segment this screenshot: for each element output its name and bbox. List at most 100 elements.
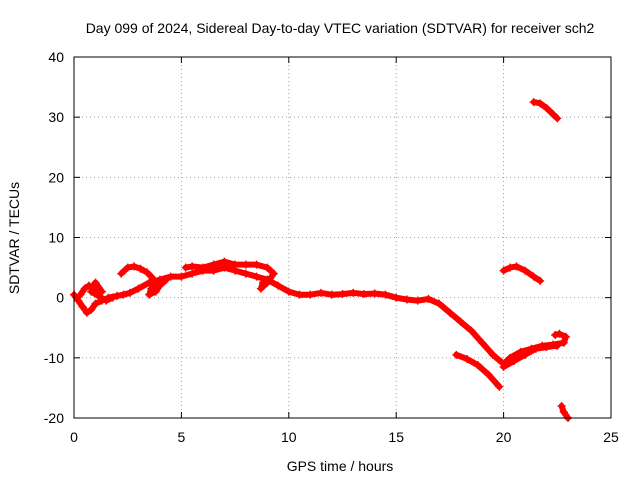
series-trace <box>453 351 503 390</box>
data-point <box>413 296 422 305</box>
data-point <box>327 290 336 299</box>
x-tick-label: 15 <box>388 429 404 445</box>
data-point <box>76 290 85 299</box>
data-point <box>551 330 560 339</box>
data-point <box>506 263 515 272</box>
data-point <box>188 269 197 278</box>
data-point <box>147 272 156 281</box>
data-point <box>478 338 487 347</box>
y-tick-label: 20 <box>48 169 64 185</box>
series-trace <box>77 279 116 304</box>
series-trace <box>530 99 561 122</box>
data-point <box>338 290 347 299</box>
data-point <box>166 272 175 281</box>
data-point <box>117 269 126 278</box>
data-point <box>359 290 368 299</box>
data-point <box>231 260 240 269</box>
data-point <box>269 269 278 278</box>
data-point <box>521 266 530 275</box>
data-point <box>463 355 472 364</box>
data-point <box>536 99 545 108</box>
data-point <box>74 296 83 305</box>
data-point <box>317 288 326 297</box>
data-point <box>241 269 250 278</box>
data-point <box>542 104 551 113</box>
y-tick-label: 0 <box>56 290 64 306</box>
data-point <box>259 278 268 287</box>
data-point <box>473 361 482 370</box>
data-point <box>557 401 566 410</box>
x-axis-label: GPS time / hours <box>287 458 394 474</box>
data-point <box>136 264 145 273</box>
data-point <box>252 272 261 281</box>
data-point <box>188 262 197 271</box>
data-point <box>97 287 106 296</box>
y-tick-label: 30 <box>48 109 64 125</box>
data-point <box>147 284 156 293</box>
data-point <box>119 290 128 299</box>
data-point <box>370 289 379 298</box>
data-point <box>381 290 390 299</box>
data-point <box>125 288 134 297</box>
data-point <box>488 350 497 359</box>
data-point <box>134 284 143 293</box>
series-main-track <box>70 263 570 368</box>
data-point <box>521 350 530 359</box>
data-point <box>145 290 154 299</box>
data-point <box>295 290 304 299</box>
data-point <box>284 287 293 296</box>
data-point <box>512 262 521 271</box>
series-isolated-segment-c <box>529 98 562 123</box>
x-tick-label: 5 <box>178 429 186 445</box>
data-point <box>561 332 570 341</box>
data-point <box>130 262 139 271</box>
series-trace <box>500 263 544 284</box>
series-late-branch-20-23h <box>499 341 562 371</box>
data-point <box>349 288 358 297</box>
grid <box>74 57 611 418</box>
data-point <box>151 287 160 296</box>
chart-title: Day 099 of 2024, Sidereal Day-to-day VTE… <box>86 20 595 36</box>
data-point <box>85 281 94 290</box>
axis-ticks: 0 5 10 15 20 25 -20 -10 0 10 20 30 40 <box>44 49 619 445</box>
y-tick-label: 10 <box>48 230 64 246</box>
data-point <box>80 284 89 293</box>
data-point <box>452 350 461 359</box>
data-point <box>209 260 218 269</box>
data-point <box>499 266 508 275</box>
data-point <box>181 263 190 272</box>
data-point <box>143 268 152 277</box>
data-point <box>162 275 171 284</box>
data-point <box>495 382 504 391</box>
data-point <box>445 308 454 317</box>
series-early-wiggle <box>76 278 117 305</box>
data-point <box>531 344 540 353</box>
plot-frame <box>73 56 612 419</box>
data-point <box>306 290 315 299</box>
data-point <box>123 263 132 272</box>
data-point <box>529 98 538 107</box>
data-point <box>559 338 568 347</box>
data-point <box>256 284 265 293</box>
data-point <box>559 407 568 416</box>
data-point <box>499 362 508 371</box>
data-point <box>529 272 538 281</box>
x-tick-label: 0 <box>70 429 78 445</box>
data-point <box>78 302 87 311</box>
data-point <box>555 329 564 338</box>
y-axis-label: SDTVAR / TECUs <box>6 182 22 294</box>
data-point <box>263 263 272 272</box>
series-isolated-segment-a <box>452 350 504 391</box>
data-point <box>177 272 186 281</box>
data-point <box>424 294 433 303</box>
data-point <box>274 281 283 290</box>
data-layer <box>70 98 573 422</box>
data-point <box>87 287 96 296</box>
y-tick-label: 40 <box>48 49 64 65</box>
x-tick-label: 20 <box>496 429 512 445</box>
x-tick-label: 10 <box>281 429 297 445</box>
data-point <box>252 260 261 269</box>
data-point <box>151 278 160 287</box>
data-point <box>108 293 117 302</box>
